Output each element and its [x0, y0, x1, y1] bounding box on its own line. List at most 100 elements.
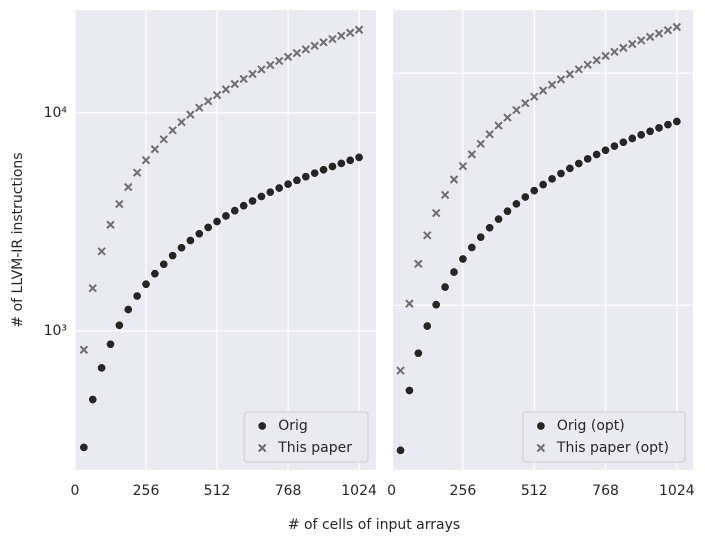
marker-x [274, 56, 284, 66]
marker-x [345, 28, 355, 37]
legend-label: Orig [278, 418, 308, 434]
marker-x [556, 75, 566, 84]
marker-x [168, 126, 177, 135]
marker-x [159, 135, 168, 144]
marker-x [203, 96, 213, 106]
marker-x [654, 29, 664, 38]
marker-dot [79, 442, 89, 452]
marker-x [476, 139, 485, 149]
marker-x [467, 150, 477, 159]
marker-dot [538, 180, 548, 190]
marker-dot [97, 363, 107, 373]
marker-x [405, 299, 414, 308]
marker-x [195, 103, 204, 112]
marker-dot [502, 206, 512, 216]
marker-dot [636, 130, 646, 140]
marker-dot [177, 243, 187, 253]
marker-dot [601, 145, 611, 155]
legend-marker [536, 443, 546, 453]
marker-x [328, 34, 337, 44]
marker-x [239, 74, 248, 84]
marker-dot [440, 282, 450, 292]
marker-x [628, 39, 637, 49]
marker-dot [354, 152, 364, 162]
marker-dot [301, 172, 311, 182]
marker-dot [319, 165, 329, 175]
marker-x [458, 161, 468, 171]
marker-x [106, 220, 115, 229]
marker-dot [265, 187, 275, 197]
legend-marker [258, 443, 267, 453]
marker-dot [274, 183, 284, 193]
marker-dot [327, 162, 337, 172]
marker-dot [239, 201, 249, 211]
legend-marker [536, 421, 546, 431]
marker-dot [467, 242, 477, 252]
marker-dot [511, 199, 521, 209]
marker-x [132, 168, 142, 177]
x-tick-label: 1024 [659, 483, 695, 499]
legend: Orig (opt) This paper (opt) [522, 411, 686, 463]
marker-x [97, 247, 106, 256]
marker-x [301, 45, 311, 54]
marker-dot [194, 229, 204, 239]
marker-dot [672, 116, 682, 126]
marker-x [645, 32, 655, 42]
marker-x [672, 22, 682, 32]
marker-x [619, 43, 628, 53]
marker-x [221, 85, 231, 94]
marker-x [503, 113, 512, 122]
marker-x [485, 130, 494, 139]
marker-x [396, 366, 405, 375]
legend-box [522, 411, 686, 463]
marker-dot [159, 259, 169, 269]
marker-x [494, 121, 503, 130]
marker-dot [583, 154, 593, 164]
x-tick-label: 256 [133, 483, 160, 499]
marker-x [663, 25, 673, 35]
x-tick-label: 512 [204, 483, 231, 499]
y-axis-label: # of LLVM-IR instructions [10, 152, 26, 327]
marker-dot [592, 149, 602, 159]
marker-dot [618, 137, 628, 147]
marker-x [440, 190, 450, 200]
x-tick-label: 0 [387, 483, 396, 499]
marker-dot [114, 320, 124, 330]
marker-dot [185, 235, 195, 245]
marker-dot [256, 191, 266, 201]
x-tick-label: 0 [71, 483, 80, 499]
marker-dot [123, 305, 133, 315]
x-axis-label: # of cells of input arrays [288, 517, 460, 533]
marker-x [414, 259, 423, 269]
marker-dot [106, 339, 116, 349]
marker-dot [221, 211, 231, 221]
marker-dot [212, 217, 222, 227]
x-tick-label: 1024 [341, 483, 377, 499]
plot-area [393, 10, 693, 470]
marker-dot [132, 291, 142, 301]
marker-dot [458, 254, 468, 264]
marker-x [177, 117, 186, 127]
marker-dot [663, 120, 673, 130]
marker-x [212, 90, 222, 100]
marker-dot [422, 321, 432, 331]
x-tick-label: 512 [521, 483, 548, 499]
marker-dot [345, 155, 355, 165]
marker-dot [574, 159, 584, 169]
marker-x [547, 80, 557, 90]
marker-x [512, 105, 521, 115]
marker-x [601, 51, 610, 61]
marker-x [610, 47, 619, 57]
marker-x [337, 31, 346, 41]
marker-dot [645, 126, 655, 136]
marker-dot [203, 222, 213, 232]
legend-label: This paper [277, 440, 352, 456]
marker-dot [431, 300, 441, 310]
marker-x [423, 231, 432, 240]
marker-dot [88, 395, 98, 405]
marker-dot [230, 206, 240, 216]
legend-label: Orig (opt) [557, 418, 625, 434]
marker-dot [494, 214, 504, 224]
marker-x [150, 144, 160, 154]
marker-dot [520, 192, 530, 202]
